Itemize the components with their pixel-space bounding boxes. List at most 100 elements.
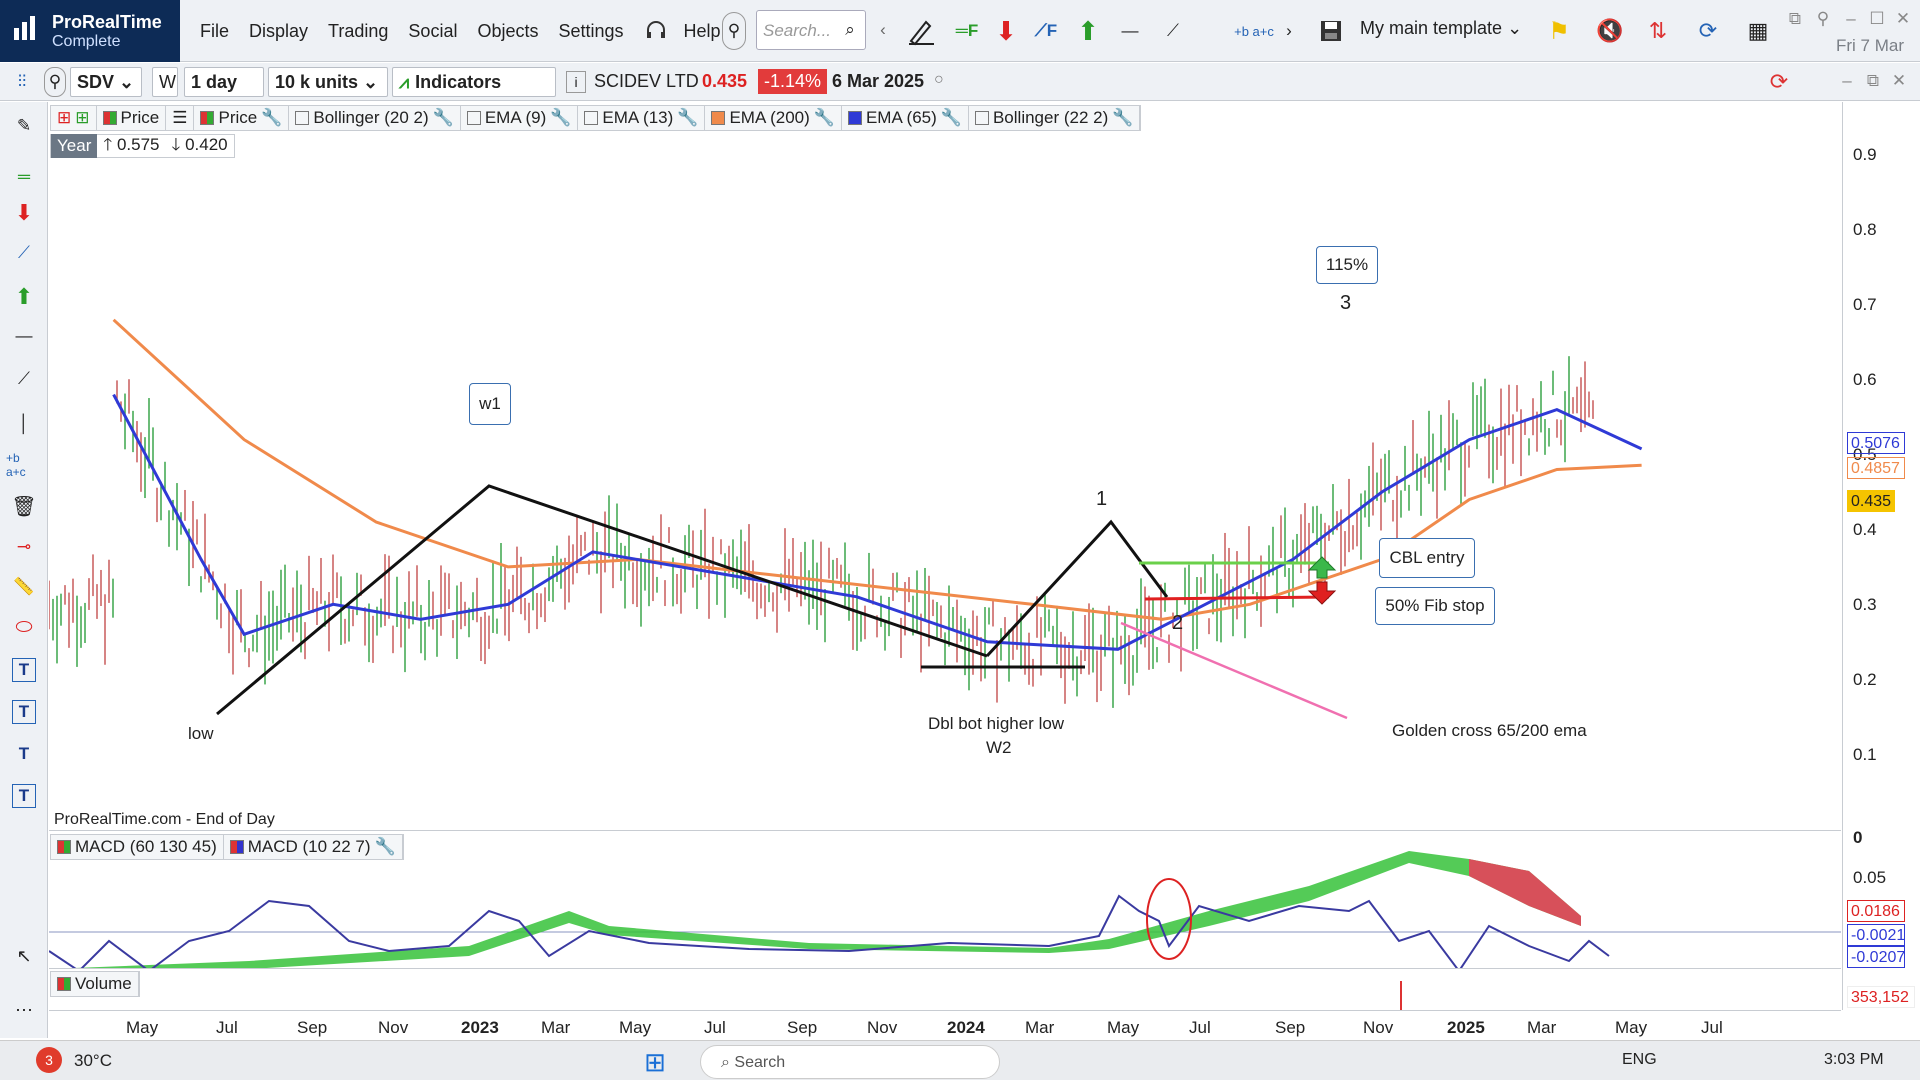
scroll-left-icon[interactable]: ‹: [880, 20, 886, 39]
calculator-icon[interactable]: ▦: [1747, 18, 1769, 43]
refresh-icon[interactable]: ⟳: [1769, 69, 1789, 94]
sync-icon[interactable]: ⟳: [1698, 18, 1718, 43]
legend-ema-13[interactable]: EMA (13) 🔧: [578, 106, 706, 130]
flag-icon[interactable]: ⚑: [1548, 17, 1570, 45]
price-chart[interactable]: [48, 102, 1841, 830]
pin-icon[interactable]: ⚲: [1816, 9, 1830, 28]
menu-display[interactable]: Display: [249, 20, 309, 41]
window-minimize-icon[interactable]: –: [1842, 71, 1852, 90]
time-axis[interactable]: May Jul Sep Nov 2023 Mar May Jul Sep Nov 2024 Mar Ma…: [49, 1010, 1841, 1040]
wrench-icon[interactable]: 🔧: [813, 108, 835, 127]
legend-macd-long[interactable]: MACD (60 130 45): [51, 835, 224, 859]
draw-pencil-icon[interactable]: ✎: [16, 116, 32, 135]
maximize-icon[interactable]: ☐: [1869, 9, 1885, 28]
legend-price-2[interactable]: Price 🔧: [194, 106, 290, 130]
units-select[interactable]: 10 k units ⌄: [268, 67, 388, 97]
menu-file[interactable]: File: [200, 20, 230, 41]
link-icon[interactable]: ⚲: [722, 12, 746, 50]
volume-panel[interactable]: [49, 968, 1841, 1011]
legend-ema-200[interactable]: EMA (200) 🔧: [705, 106, 842, 130]
pct-gain-label[interactable]: 115%: [1316, 246, 1378, 284]
fib-stop-label[interactable]: 50% Fib stop: [1375, 587, 1495, 625]
detach-icon[interactable]: ⧉: [1788, 9, 1802, 28]
sell-icon[interactable]: ⬇: [14, 200, 34, 225]
wrench-icon[interactable]: 🔧: [1112, 108, 1134, 127]
buy-icon[interactable]: ⬆: [14, 284, 34, 309]
menu-social[interactable]: Social: [408, 20, 458, 41]
pencil-icon[interactable]: [904, 14, 938, 48]
legend-ema-65[interactable]: EMA (65) 🔧: [842, 106, 969, 130]
candles-icon[interactable]: ⫶⫶: [17, 72, 27, 91]
sound-off-icon[interactable]: 🔇: [1596, 18, 1624, 43]
timeframe-select[interactable]: 1 day ⌄: [184, 67, 264, 113]
more-icon[interactable]: ⋯: [15, 999, 33, 1020]
hline-f-icon[interactable]: ═: [17, 167, 31, 186]
x-axis-tick: 2025: [1447, 1018, 1485, 1037]
horizontal-line-f-icon[interactable]: ═F: [955, 21, 979, 40]
w-button[interactable]: W: [152, 67, 178, 97]
segment-icon[interactable]: ⟋: [1167, 21, 1179, 40]
fib-tool-icon[interactable]: +b a+c: [6, 451, 26, 479]
wrench-icon[interactable]: 🔧: [432, 108, 454, 127]
legend-volume[interactable]: Volume: [51, 972, 139, 996]
wrench-icon[interactable]: 🔧: [374, 837, 396, 856]
wrench-icon[interactable]: 🔧: [677, 108, 699, 127]
add-indicator-button[interactable]: ⊞ ⊞: [51, 106, 97, 130]
menu-settings[interactable]: Settings: [558, 20, 624, 41]
link-chain-icon[interactable]: ⚲: [44, 67, 66, 97]
notification-badge[interactable]: 3: [36, 1047, 62, 1073]
vline-icon[interactable]: │: [18, 414, 30, 433]
template-selector[interactable]: My main template ⌄: [1360, 18, 1522, 39]
buy-arrow-icon[interactable]: ⬆: [1077, 15, 1099, 46]
sell-arrow-icon[interactable]: ⬇: [995, 15, 1017, 46]
legend-bollinger-22[interactable]: Bollinger (22 2) 🔧: [969, 106, 1141, 130]
scroll-right-icon[interactable]: ›: [1286, 21, 1292, 40]
text-tool-4-icon[interactable]: T: [12, 784, 36, 808]
ray-icon[interactable]: ⊸: [16, 537, 32, 556]
info-icon[interactable]: i: [566, 71, 586, 93]
menu-objects[interactable]: Objects: [477, 20, 539, 41]
cursor-icon[interactable]: ↖: [16, 945, 32, 966]
menu-help[interactable]: Help: [634, 19, 741, 43]
ruler-icon[interactable]: 📏: [13, 577, 35, 596]
hline-icon[interactable]: —: [15, 326, 33, 345]
windows-start-icon[interactable]: ⊞: [644, 1046, 666, 1077]
minimize-icon[interactable]: –: [1846, 9, 1856, 28]
window-close-icon[interactable]: ✕: [1891, 71, 1907, 90]
alerts-icon[interactable]: ⇅: [1648, 18, 1668, 43]
window-restore-icon[interactable]: ⧉: [1866, 71, 1880, 90]
price-axis[interactable]: 0.9 0.8 0.7 0.6 0.5 0.4 0.3 0.2 0.1 0 0.5076 0.48…: [1842, 102, 1920, 1010]
close-icon[interactable]: ✕: [1895, 9, 1911, 28]
ticker-select[interactable]: SDV ⌄: [70, 67, 142, 97]
segment-tool-icon[interactable]: ⟋: [18, 369, 30, 388]
clock-time[interactable]: 3:03 PM: [1824, 1051, 1884, 1068]
language-indicator[interactable]: ENG: [1622, 1051, 1657, 1068]
search-input[interactable]: Search...: [756, 10, 866, 50]
fib-stop-line: [1144, 595, 1330, 601]
text-tool-icon[interactable]: T: [12, 658, 36, 682]
w1-label[interactable]: w1: [469, 383, 511, 425]
indicators-button[interactable]: ⩘ Indicators: [392, 67, 556, 97]
save-icon[interactable]: [1316, 14, 1346, 48]
text-tool-3-icon[interactable]: T: [18, 744, 30, 763]
menu-trading[interactable]: Trading: [328, 20, 389, 41]
wrench-icon[interactable]: 🔧: [940, 108, 962, 127]
trend-f-icon[interactable]: ⟋: [18, 243, 30, 262]
cbl-entry-label[interactable]: CBL entry: [1379, 538, 1475, 578]
ellipse-icon[interactable]: ⬭: [15, 615, 33, 638]
text-tool-2-icon[interactable]: T: [12, 700, 36, 724]
legend-ema-9[interactable]: EMA (9) 🔧: [461, 106, 579, 130]
legend-macd-short[interactable]: MACD (10 22 7) 🔧: [224, 835, 403, 859]
units-label: 10 k units: [275, 72, 359, 92]
fibonacci-icon[interactable]: +b a+c: [1234, 23, 1274, 39]
trendline-f-icon[interactable]: ⟋F: [1034, 21, 1058, 40]
legend-price[interactable]: Price: [97, 106, 167, 130]
taskbar-search[interactable]: ⌕ Search: [700, 1045, 1000, 1079]
legend-bollinger-20[interactable]: Bollinger (20 2) 🔧: [289, 106, 461, 130]
horizontal-line-icon[interactable]: —: [1121, 21, 1139, 40]
trash-icon[interactable]: 🗑: [11, 495, 37, 518]
wrench-icon[interactable]: 🔧: [261, 108, 283, 127]
wrench-icon[interactable]: 🔧: [550, 108, 572, 127]
list-icon[interactable]: ☰: [166, 106, 195, 130]
search-icon[interactable]: ⌕: [845, 20, 855, 39]
